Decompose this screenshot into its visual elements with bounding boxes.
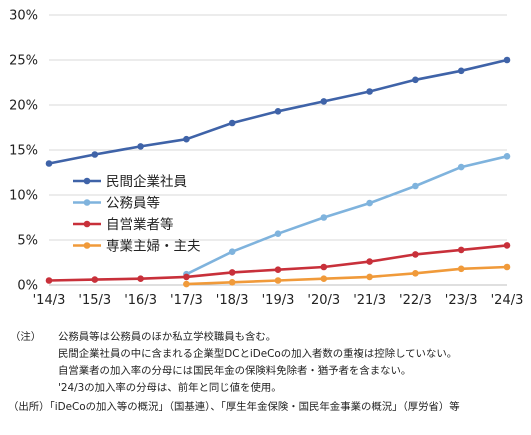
data-point: [274, 230, 282, 237]
note-line: '24/3の加入率の分母は、前年と同じ値を使用。: [58, 382, 282, 394]
x-tick-label: '15/3: [78, 293, 111, 308]
series: [45, 56, 511, 288]
data-point: [320, 275, 328, 283]
x-tick-label: '19/3: [262, 293, 295, 308]
x-tick-label: '17/3: [170, 293, 203, 308]
legend-label: 専業主婦・主夫: [106, 238, 201, 255]
data-point: [45, 277, 53, 284]
data-point: [503, 153, 511, 160]
data-point: [45, 160, 53, 167]
source-note: （出所）「iDeCoの加入等の概況」（国基連）、「厚生年金保険・国民年金事業の概…: [8, 401, 460, 413]
legend-marker: [83, 177, 91, 185]
data-point: [228, 279, 236, 286]
chart-notes: （注） 公務員等は公務員のほか私立学校職員も含む。 民間企業社員の中に含まれる企…: [8, 329, 528, 416]
data-point: [412, 182, 419, 190]
data-point: [91, 276, 99, 283]
y-tick-label: 0%: [17, 279, 38, 294]
legend-label: 自営業者等: [106, 216, 174, 233]
data-point: [137, 143, 144, 150]
x-tick-label: '16/3: [124, 293, 157, 308]
chart-canvas: 0% 5% 10% 15% 20% 25% 30% '14/3 '15/3 '16/3 '17/3 '…: [9, 9, 523, 309]
data-point: [366, 273, 373, 281]
data-point: [457, 67, 465, 75]
data-point: [183, 280, 190, 288]
data-point: [183, 273, 190, 281]
data-point: [320, 214, 328, 221]
x-tick-label: '22/3: [399, 293, 432, 308]
note-row: 自営業者の加入率の分母には国民年金の保険料免除者・猶予者を含まない。: [8, 363, 528, 380]
x-tick-label: '14/3: [33, 293, 66, 308]
y-tick-label: 10%: [9, 189, 38, 204]
legend-marker: [83, 199, 91, 206]
note-row: （注） 公務員等は公務員のほか私立学校職員も含む。: [8, 329, 528, 346]
data-point: [503, 263, 511, 271]
data-point: [457, 265, 465, 273]
series-line: [186, 265, 508, 286]
data-point: [457, 246, 465, 254]
data-point: [320, 263, 328, 271]
data-point: [183, 135, 190, 143]
x-tick-label: '21/3: [353, 293, 386, 308]
note-line: 公務員等は公務員のほか私立学校職員も含む。: [58, 331, 277, 343]
data-point: [457, 163, 465, 171]
x-tick-label: '18/3: [216, 293, 249, 308]
data-point: [274, 266, 282, 274]
data-point: [366, 88, 373, 95]
line-chart: 0% 5% 10% 15% 20% 25% 30% '14/3 '15/3 '16/3 '17/3 '…: [9, 9, 523, 309]
data-point: [228, 269, 236, 276]
data-point: [366, 199, 373, 207]
data-point: [137, 275, 144, 283]
series-line: [185, 155, 508, 276]
data-point: [412, 76, 419, 84]
note-label: （注）: [10, 331, 42, 343]
note-row: '24/3の加入率の分母は、前年と同じ値を使用。: [8, 380, 528, 397]
y-tick-label: 25%: [9, 54, 38, 69]
y-tick-label: 5%: [17, 234, 38, 249]
data-point: [503, 242, 511, 249]
note-line: 自営業者の加入率の分母には国民年金の保険料免除者・猶予者を含まない。: [58, 365, 412, 377]
y-tick-label: 30%: [9, 9, 38, 24]
y-tick-label: 20%: [9, 99, 38, 114]
note-line: 民間企業社員の中に含まれる企業型DCとiDeCoの加入者数の重複は控除していない…: [58, 348, 458, 360]
y-tick-label: 15%: [9, 144, 38, 159]
legend-label: 公務員等: [106, 195, 160, 212]
data-point: [228, 248, 236, 255]
data-point: [412, 270, 419, 277]
x-tick-label: '23/3: [445, 293, 478, 308]
data-point: [366, 258, 373, 265]
data-point: [91, 151, 99, 158]
axes: 0% 5% 10% 15% 20% 25% 30% '14/3 '15/3 '16/3 '17/3 '…: [9, 9, 523, 309]
data-point: [274, 277, 282, 284]
x-tick-label: '20/3: [307, 293, 340, 308]
legend-label: 民間企業社員: [106, 173, 187, 190]
x-tick-label: '24/3: [491, 293, 524, 308]
legend-marker: [83, 242, 91, 249]
data-point: [228, 119, 236, 127]
legend-marker: [83, 220, 91, 228]
data-point: [320, 98, 328, 105]
note-row: 民間企業社員の中に含まれる企業型DCとiDeCoの加入者数の重複は控除していない…: [8, 346, 528, 363]
data-point: [274, 108, 282, 115]
data-point: [503, 56, 511, 64]
data-point: [412, 251, 419, 258]
